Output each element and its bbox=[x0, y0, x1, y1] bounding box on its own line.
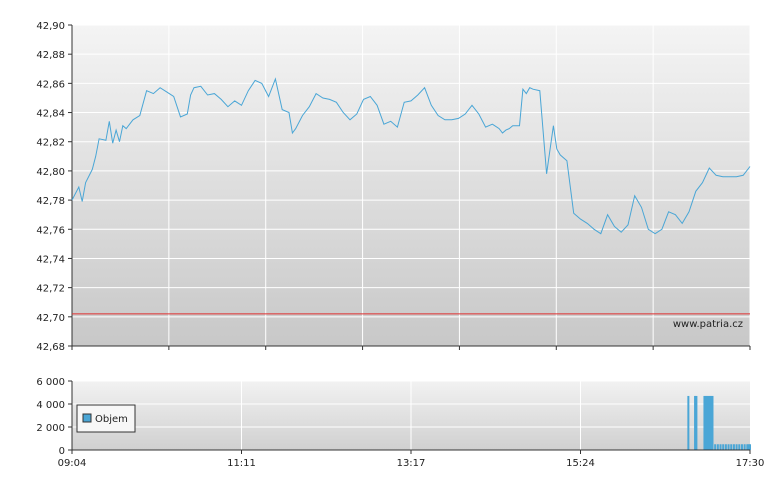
price-y-tick-label: 42,82 bbox=[36, 138, 65, 149]
volume-bar bbox=[724, 444, 727, 450]
volume-bar bbox=[695, 395, 698, 450]
volume-bar bbox=[703, 395, 706, 450]
volume-bar bbox=[740, 444, 743, 450]
volume-bar bbox=[732, 444, 735, 450]
volume-bar bbox=[722, 444, 725, 450]
legend-swatch bbox=[82, 413, 92, 423]
volume-y-tick-label: 4 000 bbox=[36, 400, 65, 411]
volume-bar bbox=[727, 444, 730, 450]
price-y-tick-label: 42,74 bbox=[36, 254, 65, 265]
price-panel: 42,90 42,88 42,86 42,84 42,82 42,80 42,78 42,76… bbox=[36, 21, 751, 353]
volume-x-tick-label: 11:11 bbox=[227, 458, 256, 469]
price-y-tick-label: 42,76 bbox=[36, 225, 65, 236]
price-plot-background bbox=[72, 25, 750, 346]
volume-bar bbox=[704, 395, 707, 450]
price-y-tick-label: 42,86 bbox=[36, 79, 65, 90]
volume-bar bbox=[714, 444, 717, 450]
volume-panel: 6 000 4 000 2 000 0 09:04 11:11 13:17 15:24 17:… bbox=[36, 377, 764, 469]
price-y-tick-label: 42,80 bbox=[36, 167, 65, 178]
watermark-text: www.patria.cz bbox=[673, 319, 743, 330]
volume-bar bbox=[707, 395, 710, 450]
volume-bar bbox=[730, 444, 733, 450]
volume-y-tick-label: 0 bbox=[59, 446, 65, 457]
volume-x-tick-label: 17:30 bbox=[736, 458, 765, 469]
volume-x-axis: 09:04 11:11 13:17 15:24 17:30 bbox=[58, 450, 765, 469]
volume-x-tick-label: 09:04 bbox=[58, 458, 87, 469]
volume-bar bbox=[716, 444, 719, 450]
volume-bar bbox=[694, 395, 697, 450]
price-y-tick-label: 42,84 bbox=[36, 109, 65, 120]
volume-bar bbox=[711, 395, 714, 450]
volume-bar bbox=[735, 444, 738, 450]
price-y-tick-label: 42,88 bbox=[36, 50, 65, 61]
volume-bar bbox=[746, 444, 749, 450]
volume-bar bbox=[708, 395, 711, 450]
price-x-ticks bbox=[71, 346, 751, 350]
price-series-line bbox=[71, 77, 751, 235]
volume-bar bbox=[749, 444, 751, 450]
volume-x-tick-label: 15:24 bbox=[566, 458, 595, 469]
volume-bar bbox=[743, 444, 746, 450]
volume-bar bbox=[747, 444, 750, 450]
volume-bar bbox=[706, 395, 709, 450]
legend: Objem bbox=[76, 404, 136, 433]
volume-y-tick-label: 2 000 bbox=[36, 423, 65, 434]
price-y-tick-label: 42,78 bbox=[36, 196, 65, 207]
volume-y-axis: 6 000 4 000 2 000 0 bbox=[36, 377, 73, 457]
volume-x-tick-label: 13:17 bbox=[397, 458, 426, 469]
volume-bar bbox=[738, 444, 741, 450]
price-y-axis: 42,90 42,88 42,86 42,84 42,82 42,80 42,78 42,76… bbox=[36, 21, 73, 353]
price-y-tick-label: 42,72 bbox=[36, 284, 65, 295]
volume-bar bbox=[719, 444, 722, 450]
price-y-tick-label: 42,68 bbox=[36, 342, 65, 353]
volume-bar bbox=[710, 395, 713, 450]
volume-y-tick-label: 6 000 bbox=[36, 377, 65, 388]
price-y-tick-label: 42,70 bbox=[36, 313, 65, 324]
volume-bar bbox=[687, 395, 690, 450]
price-y-tick-label: 42,90 bbox=[36, 21, 65, 32]
legend-label: Objem bbox=[95, 414, 128, 425]
volume-bars bbox=[687, 395, 751, 450]
